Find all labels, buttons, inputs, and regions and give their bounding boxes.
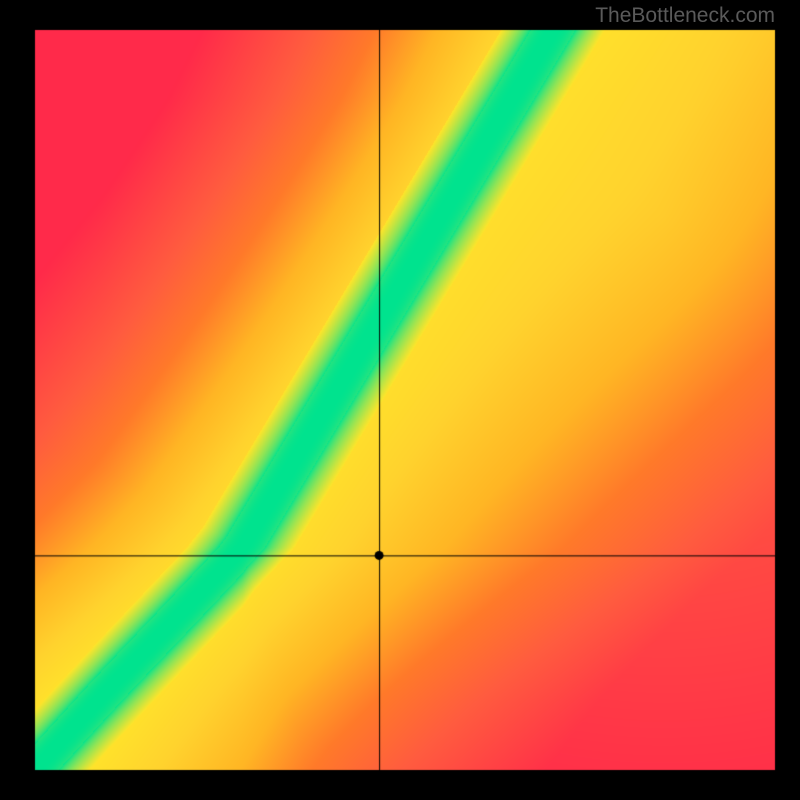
heatmap-canvas — [0, 0, 800, 800]
chart-container: TheBottleneck.com — [0, 0, 800, 800]
watermark-text: TheBottleneck.com — [595, 4, 775, 28]
